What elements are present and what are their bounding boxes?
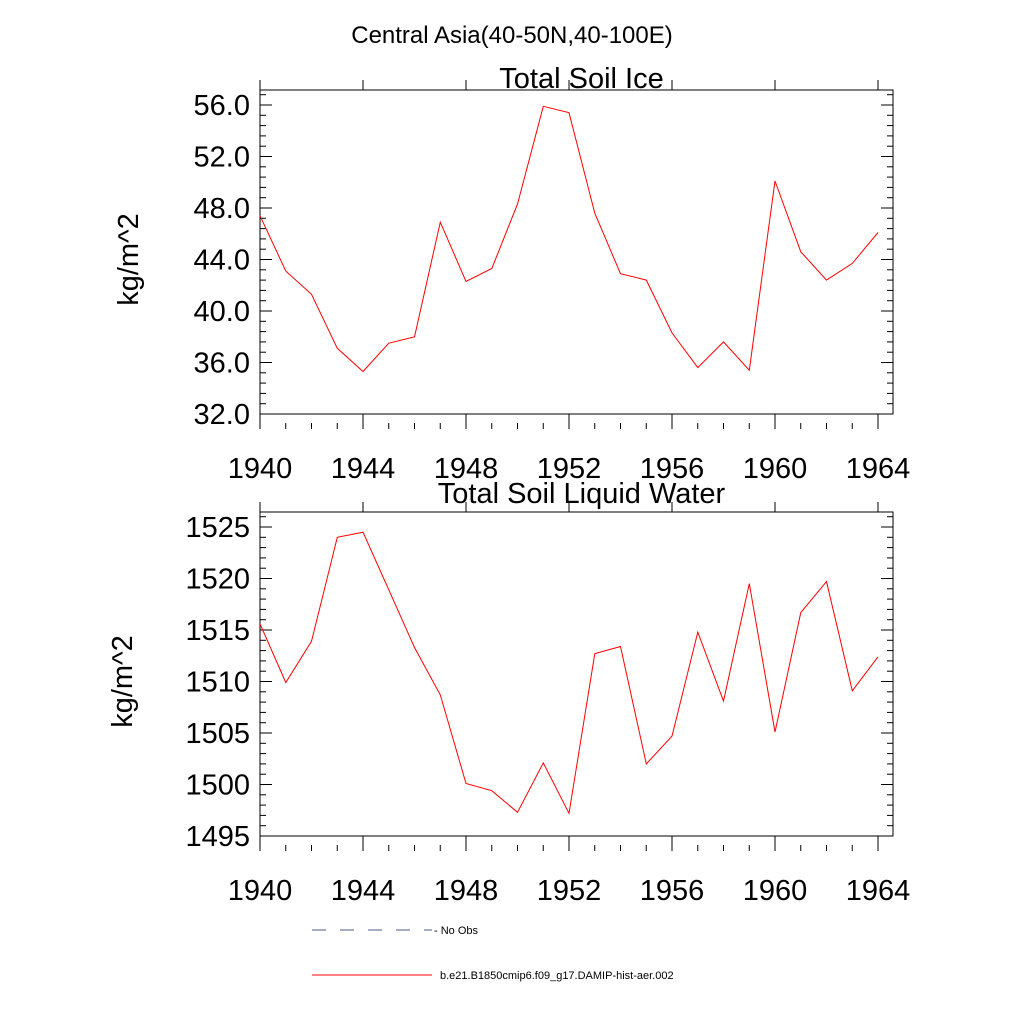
main-title: Central Asia(40-50N,40-100E) <box>351 22 673 49</box>
y-tick-label: 1510 <box>185 667 250 699</box>
series-line-1 <box>259 105 879 373</box>
y-tick-label: 1500 <box>185 770 250 802</box>
panel-title: Total Soil Ice <box>499 63 663 95</box>
x-tick-label: 1948 <box>434 453 499 485</box>
y-tick-label: 40.0 <box>194 296 250 328</box>
y-tick-label: 48.0 <box>194 193 250 225</box>
x-tick-label: 1960 <box>743 453 808 485</box>
y-tick-label: 52.0 <box>194 142 250 174</box>
panel-2: Total Soil Liquid Water kg/m^2 1495 1500 150… <box>107 478 910 907</box>
legend-item-2: b.e21.B1850cmip6.f09_g17.DAMIP-hist-aer.… <box>312 970 674 982</box>
y-tick-label: 1495 <box>185 821 250 853</box>
x-tick-label: 1956 <box>640 453 705 485</box>
plot-frame <box>259 89 894 415</box>
y-tick-label: 1525 <box>185 512 250 544</box>
x-tick-label: 1940 <box>228 453 293 485</box>
panel-title: Total Soil Liquid Water <box>438 478 726 510</box>
y-tick-label: 56.0 <box>194 90 250 122</box>
y-tick-label: 44.0 <box>194 245 250 277</box>
panels: Total Soil Ice kg/m^2 32.0 36.0 40.0 44.0 48.0… <box>107 63 910 907</box>
x-tick-label: 1960 <box>743 875 808 907</box>
x-tick-label: 1940 <box>228 875 293 907</box>
series-line-1 <box>259 531 879 815</box>
legend: - No Obs b.e21.B1850cmip6.f09_g17.DAMIP-h… <box>312 925 674 982</box>
x-tick-label: 1952 <box>537 453 602 485</box>
x-tick-label: 1964 <box>846 453 911 485</box>
legend-label: - No Obs <box>434 925 479 937</box>
y-tick-label: 32.0 <box>194 399 250 431</box>
y-tick-label: 1515 <box>185 615 250 647</box>
x-tick-label: 1944 <box>331 875 396 907</box>
y-tick-label: 1505 <box>185 718 250 750</box>
y-axis-label: kg/m^2 <box>107 635 139 728</box>
legend-label: b.e21.B1850cmip6.f09_g17.DAMIP-hist-aer.… <box>440 970 674 982</box>
x-tick-label: 1944 <box>331 453 396 485</box>
y-tick-label: 36.0 <box>194 348 250 380</box>
plot-frame <box>259 511 894 837</box>
x-tick-label: 1948 <box>434 875 499 907</box>
x-tick-label: 1952 <box>537 875 602 907</box>
y-axis-label: kg/m^2 <box>113 213 145 306</box>
panel-1: Total Soil Ice kg/m^2 32.0 36.0 40.0 44.0 48.0… <box>113 63 910 485</box>
y-tick-label: 1520 <box>185 564 250 596</box>
x-tick-label: 1964 <box>846 875 911 907</box>
x-tick-label: 1956 <box>640 875 705 907</box>
legend-item-1: - No Obs <box>312 925 479 937</box>
